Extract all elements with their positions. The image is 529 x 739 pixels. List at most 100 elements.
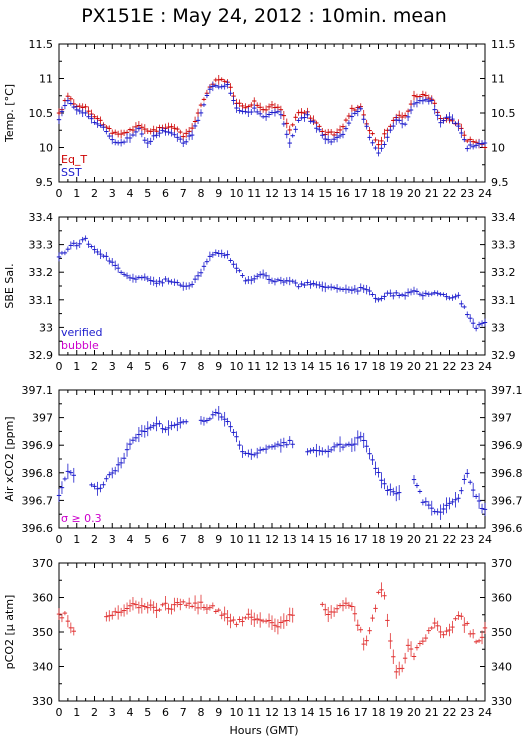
y-tick-label: 340 — [32, 661, 53, 674]
y-tick-label-right: 396.8 — [491, 467, 523, 480]
panel-salinity: 0 1 2 3 4 5 6 7 8 9 10 11 12 13 14 15 16 17 18 19 20 21 22 23 24… — [3, 211, 516, 373]
x-tick-label: 6 — [162, 360, 169, 373]
y-tick-label: 396.7 — [22, 494, 54, 507]
y-tick-label: 33 — [39, 321, 53, 334]
y-tick-label: 32.9 — [29, 349, 54, 362]
x-tick-label: 20 — [407, 533, 421, 546]
y-tick-label-right: 397 — [491, 412, 512, 425]
y-tick-label-right: 11 — [491, 73, 505, 86]
y-tick-label-right: 397.1 — [491, 384, 523, 397]
plot-frame — [58, 562, 486, 702]
x-tick-label: 14 — [301, 187, 315, 200]
x-tick-label: 6 — [162, 533, 169, 546]
y-tick-label: 10 — [39, 142, 53, 155]
y-tick-label: 33.1 — [29, 294, 54, 307]
x-tick-label: 9 — [215, 706, 222, 719]
x-tick-label: 13 — [283, 706, 297, 719]
y-tick-label: 330 — [32, 695, 53, 708]
x-tick-label: 2 — [91, 360, 98, 373]
y-tick-label: 370 — [32, 557, 53, 570]
x-tick-label: 8 — [198, 360, 205, 373]
x-tick-label: 12 — [265, 360, 279, 373]
y-tick-label-right: 33 — [491, 321, 505, 334]
x-tick-label: 21 — [425, 360, 439, 373]
x-tick-label: 11 — [247, 706, 261, 719]
y-tick-label: 11.5 — [29, 38, 54, 51]
y-tick-label: 33.2 — [29, 266, 54, 279]
x-tick-label: 2 — [91, 706, 98, 719]
x-tick-label: 18 — [372, 187, 386, 200]
x-tick-label: 21 — [425, 533, 439, 546]
y-tick-label-right: 33.4 — [491, 211, 516, 224]
x-tick-label: 17 — [354, 360, 368, 373]
x-tick-label: 8 — [198, 533, 205, 546]
x-tick-label: 24 — [478, 360, 492, 373]
x-tick-label: 10 — [230, 706, 244, 719]
y-tick-label-right: 396.9 — [491, 439, 523, 452]
x-tick-label: 1 — [73, 187, 80, 200]
y-axis-title: Air xCO2 [ppm] — [3, 416, 16, 501]
x-tick-label: 5 — [144, 533, 151, 546]
x-tick-label: 1 — [73, 706, 80, 719]
x-tick-label: 18 — [372, 360, 386, 373]
x-tick-label: 17 — [354, 533, 368, 546]
x-axis-title: Hours (GMT) — [229, 724, 298, 737]
y-tick-label: 9.5 — [36, 176, 54, 189]
x-tick-label: 8 — [198, 187, 205, 200]
x-tick-label: 22 — [443, 706, 457, 719]
x-tick-label: 4 — [127, 187, 134, 200]
x-tick-label: 15 — [318, 360, 332, 373]
x-tick-label: 19 — [389, 187, 403, 200]
panel-pco2: 0 1 2 3 4 5 6 7 8 9 10 11 12 13 14 15 16 17 18 19 20 21 22 23 24… — [3, 557, 512, 719]
x-tick-label: 22 — [443, 533, 457, 546]
x-tick-label: 1 — [73, 360, 80, 373]
x-tick-label: 6 — [162, 187, 169, 200]
y-tick-label-right: 33.1 — [491, 294, 516, 307]
x-tick-label: 14 — [301, 706, 315, 719]
x-tick-label: 3 — [109, 706, 116, 719]
x-tick-label: 9 — [215, 533, 222, 546]
x-tick-label: 5 — [144, 360, 151, 373]
y-tick-label: 33.4 — [29, 211, 54, 224]
y-tick-label: 10.5 — [29, 107, 54, 120]
x-tick-label: 10 — [230, 187, 244, 200]
x-tick-label: 21 — [425, 706, 439, 719]
y-tick-label-right: 370 — [491, 557, 512, 570]
x-tick-label: 11 — [247, 187, 261, 200]
x-tick-label: 19 — [389, 533, 403, 546]
x-tick-label: 15 — [318, 187, 332, 200]
y-axis-title: SBE Sal. — [3, 263, 16, 308]
y-tick-label: 396.6 — [22, 522, 54, 535]
y-tick-label-right: 33.3 — [491, 239, 516, 252]
y-tick-label-right: 9.5 — [491, 176, 509, 189]
legend-entry: σ ≥ 0.3 — [61, 512, 102, 525]
y-tick-label: 360 — [32, 592, 53, 605]
y-axis-title: Temp. [°C] — [3, 84, 16, 143]
x-tick-label: 12 — [265, 706, 279, 719]
x-tick-label: 4 — [127, 533, 134, 546]
y-tick-label: 397.1 — [22, 384, 54, 397]
legend-entry: SST — [61, 166, 82, 179]
x-tick-label: 2 — [91, 187, 98, 200]
x-tick-label: 14 — [301, 360, 315, 373]
x-tick-label: 23 — [460, 360, 474, 373]
x-tick-label: 23 — [460, 706, 474, 719]
x-tick-label: 11 — [247, 533, 261, 546]
x-tick-label: 16 — [336, 187, 350, 200]
x-tick-label: 7 — [180, 360, 187, 373]
y-tick-label-right: 10 — [491, 142, 505, 155]
y-tick-label-right: 11.5 — [491, 38, 516, 51]
x-tick-label: 7 — [180, 706, 187, 719]
y-tick-label: 396.8 — [22, 467, 54, 480]
x-tick-label: 13 — [283, 360, 297, 373]
x-tick-label: 0 — [56, 533, 63, 546]
y-tick-label: 397 — [32, 412, 53, 425]
plot-frame — [58, 216, 486, 356]
x-tick-label: 4 — [127, 360, 134, 373]
x-tick-label: 22 — [443, 360, 457, 373]
y-tick-label-right: 340 — [491, 661, 512, 674]
plot-frame — [58, 389, 486, 529]
x-tick-label: 12 — [265, 187, 279, 200]
y-tick-label: 350 — [32, 626, 53, 639]
